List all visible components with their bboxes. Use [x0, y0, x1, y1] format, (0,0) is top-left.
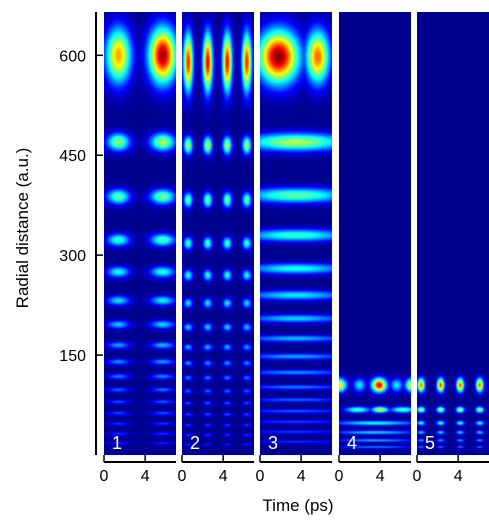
- panel-label-5: 5: [425, 433, 435, 453]
- y-tick-label: 150: [59, 348, 86, 365]
- x-tick-label: 0: [335, 468, 344, 485]
- x-tick-label: 4: [219, 468, 228, 485]
- heatmap-panel-4: 4: [339, 12, 411, 455]
- panel-label-3: 3: [268, 433, 278, 453]
- heatmap-panel-3: 3: [260, 12, 332, 455]
- x-tick-label: 0: [100, 468, 109, 485]
- y-tick-label: 450: [59, 148, 86, 165]
- x-tick-label: 4: [454, 468, 463, 485]
- y-tick-label: 600: [59, 48, 86, 65]
- x-tick-label: 4: [141, 468, 150, 485]
- heatmap-raster-5: [417, 12, 489, 455]
- heatmap-panel-5: 5: [417, 12, 489, 455]
- x-tick-label: 4: [376, 468, 385, 485]
- heatmap-panel-1: 1: [104, 12, 176, 455]
- heatmap-raster-4: [339, 12, 411, 455]
- heatmap-raster-1: [104, 12, 176, 455]
- heatmap-panel-2: 2: [182, 12, 254, 455]
- panels-layer: 1 2 3 4 5: [104, 12, 489, 455]
- panel-label-1: 1: [112, 433, 122, 453]
- heatmap-raster-3: [260, 12, 332, 455]
- x-tick-label: 0: [256, 468, 265, 485]
- panel-label-4: 4: [347, 433, 357, 453]
- y-axis-label: Radial distance (a.u.): [13, 148, 32, 309]
- y-axis: 150 300 450 600: [59, 12, 103, 455]
- y-tick-label: 300: [59, 248, 86, 265]
- heatmap-raster-2: [182, 12, 254, 455]
- x-tick-label: 0: [178, 468, 187, 485]
- x-axis-label: Time (ps): [262, 496, 333, 515]
- x-tick-label: 4: [297, 468, 306, 485]
- x-tick-label: 0: [413, 468, 422, 485]
- panel-label-2: 2: [190, 433, 200, 453]
